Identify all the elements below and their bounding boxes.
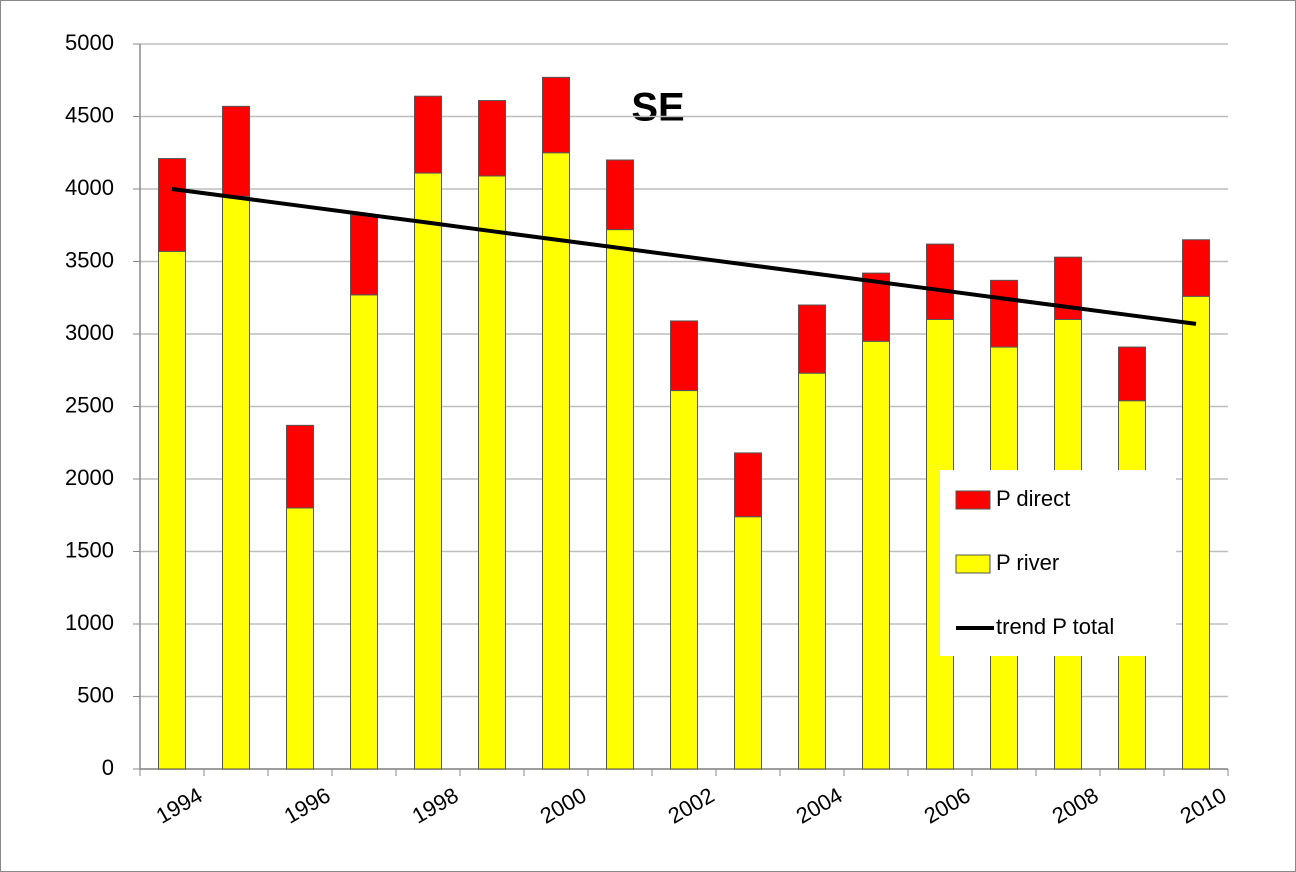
bar xyxy=(350,214,378,296)
bar xyxy=(734,452,762,518)
bar xyxy=(542,76,570,154)
bar xyxy=(222,195,250,770)
bar xyxy=(926,243,954,321)
bar xyxy=(414,95,442,174)
bar xyxy=(670,390,698,770)
y-tick-label: 500 xyxy=(77,682,114,707)
bar xyxy=(798,304,826,374)
bar xyxy=(862,340,890,770)
bar xyxy=(286,507,314,770)
y-tick-label: 3500 xyxy=(65,247,114,272)
bar xyxy=(478,100,506,177)
legend-label: P river xyxy=(996,550,1059,575)
legend-label: trend P total xyxy=(996,614,1114,639)
bar xyxy=(606,159,634,231)
y-tick-label: 0 xyxy=(102,755,114,780)
bar xyxy=(414,172,442,770)
legend-label: P direct xyxy=(996,486,1070,511)
bar xyxy=(350,294,378,770)
y-tick-label: 3000 xyxy=(65,320,114,345)
legend-swatch xyxy=(955,490,991,510)
bar xyxy=(222,105,250,197)
y-tick-label: 5000 xyxy=(65,30,114,55)
bar xyxy=(158,250,186,770)
y-tick-label: 1000 xyxy=(65,610,114,635)
bar xyxy=(990,279,1018,348)
trend-line xyxy=(171,187,1197,326)
bar xyxy=(1182,295,1210,770)
bar xyxy=(670,320,698,392)
y-tick-label: 1500 xyxy=(65,537,114,562)
bar xyxy=(734,516,762,770)
bar xyxy=(158,158,186,252)
y-tick-label: 4000 xyxy=(65,175,114,200)
y-tick-label: 4500 xyxy=(65,102,114,127)
bar xyxy=(606,229,634,770)
legend-swatch xyxy=(955,554,991,574)
bar xyxy=(798,372,826,770)
bar xyxy=(286,424,314,509)
y-tick-label: 2000 xyxy=(65,465,114,490)
bar xyxy=(542,152,570,770)
bar xyxy=(1182,239,1210,297)
y-tick-label: 2500 xyxy=(65,392,114,417)
bar xyxy=(478,175,506,770)
bar xyxy=(1118,346,1146,402)
chart-title: SE xyxy=(631,86,684,130)
